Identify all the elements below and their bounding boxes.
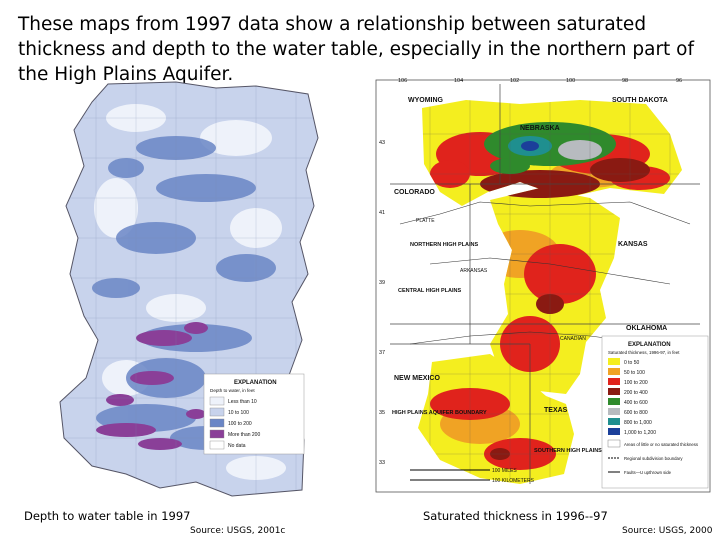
latitude-tick: 37 [379, 350, 385, 356]
river-label: PLATTE [416, 218, 435, 224]
svg-text:400 to 600: 400 to 600 [624, 400, 648, 406]
longitude-tick: 96 [676, 78, 682, 84]
thickness-legend-item: 0 to 50 [608, 358, 640, 366]
depth-legend-item: 100 to 200 [209, 418, 252, 428]
region-label-northern: NORTHERN HIGH PLAINS [410, 242, 478, 248]
svg-text:800 to 1,000: 800 to 1,000 [624, 420, 652, 426]
longitude-tick: 106 [398, 78, 407, 84]
scale-miles: 100 MILES [492, 468, 517, 474]
state-label-texas: TEXAS [544, 407, 568, 414]
svg-text:200 to 400: 200 to 400 [624, 390, 648, 396]
state-label-nebraska: NEBRASKA [520, 125, 560, 132]
depth-legend-item: More than 200 [209, 429, 260, 439]
thickness-legend-title: EXPLANATION [628, 342, 671, 348]
left-map-caption: Depth to water table in 1997 [24, 509, 191, 523]
region-label-boundary: HIGH PLAINS AQUIFER BOUNDARY [392, 410, 487, 416]
right-map-caption: Saturated thickness in 1996--97 [423, 509, 608, 523]
state-label-south-dakota: SOUTH DAKOTA [612, 97, 668, 104]
svg-text:0 to 50: 0 to 50 [624, 360, 640, 366]
svg-text:1,000 to 1,200: 1,000 to 1,200 [624, 430, 656, 436]
depth-legend-item: 10 to 100 [209, 407, 249, 417]
svg-text:More than 200: More than 200 [228, 432, 260, 438]
thickness-legend-subtitle: Saturated thickness, 1996-97, in feet [608, 350, 680, 355]
svg-text:600 to 800: 600 to 800 [624, 410, 648, 416]
svg-text:Less than 10: Less than 10 [228, 399, 257, 405]
depth-legend-title: EXPLANATION [234, 380, 277, 386]
svg-text:50 to 100: 50 to 100 [624, 370, 645, 376]
depth-to-water-map: EXPLANATION Depth to water, in feet Less… [59, 81, 319, 497]
right-map-source: Source: USGS, 2000 [622, 526, 713, 536]
slide-title: These maps from 1997 data show a relatio… [18, 14, 695, 85]
region-label-southern: SOUTHERN HIGH PLAINS [534, 448, 602, 454]
state-label-new-mexico: NEW MEXICO [394, 375, 440, 382]
thickness-legend-item: 1,000 to 1,200 [608, 428, 656, 436]
thickness-legend-item: 800 to 1,000 [608, 418, 652, 426]
latitude-tick: 33 [379, 460, 385, 466]
longitude-tick: 100 [566, 78, 575, 84]
svg-text:100 to 200: 100 to 200 [624, 380, 648, 386]
depth-legend-item: No data [209, 440, 246, 450]
left-map-source: Source: USGS, 2001c [190, 526, 286, 536]
latitude-tick: 35 [379, 410, 385, 416]
scale-km: 100 KILOMETERS [492, 478, 535, 484]
svg-text:100 to 200: 100 to 200 [228, 421, 252, 427]
latitude-tick: 41 [379, 210, 385, 216]
depth-legend-subtitle: Depth to water, in feet [210, 388, 255, 393]
latitude-tick: 43 [379, 140, 385, 146]
legend-note-boundary: Regional subdivision boundary [624, 456, 683, 461]
longitude-tick: 102 [510, 78, 519, 84]
river-label: ARKANSAS [460, 268, 488, 274]
state-label-oklahoma: OKLAHOMA [626, 325, 667, 332]
thickness-legend-item: 400 to 600 [608, 398, 648, 406]
thickness-legend-item: 600 to 800 [608, 408, 648, 416]
svg-text:10 to 100: 10 to 100 [228, 410, 249, 416]
depth-legend: EXPLANATION Depth to water, in feet Less… [203, 373, 305, 455]
thickness-legend-item: 100 to 200 [608, 378, 648, 386]
svg-text:No data: No data [228, 443, 246, 449]
longitude-tick: 98 [622, 78, 628, 84]
longitude-tick: 104 [454, 78, 463, 84]
thickness-legend-item: 50 to 100 [608, 368, 645, 376]
saturated-thickness-map: 106 104 102 100 98 96 43 41 39 37 35 33 [375, 78, 711, 493]
state-label-wyoming: WYOMING [408, 97, 444, 104]
thickness-legend: EXPLANATION Saturated thickness, 1996-97… [601, 335, 709, 489]
scale-bar: 100 MILES 100 KILOMETERS [410, 468, 535, 484]
river-label: CANADIAN [560, 336, 586, 342]
legend-note-faults: Faults—U upthrown side [624, 470, 672, 475]
state-label-kansas: KANSAS [618, 241, 648, 248]
thickness-legend-item: 200 to 400 [608, 388, 648, 396]
region-label-central: CENTRAL HIGH PLAINS [398, 288, 461, 294]
legend-note-no-thickness: Areas of little or no saturated thicknes… [624, 442, 698, 447]
latitude-tick: 39 [379, 280, 385, 286]
state-label-colorado: COLORADO [394, 189, 435, 196]
depth-legend-item: Less than 10 [209, 396, 257, 406]
